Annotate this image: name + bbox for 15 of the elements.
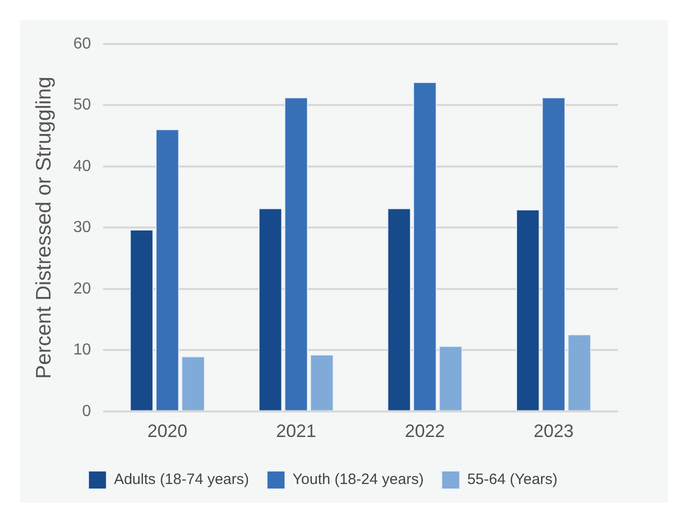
y-tick-label: 30: [73, 219, 92, 236]
x-tick-label: 2020: [147, 421, 188, 442]
legend-label: 55-64 (Years): [467, 471, 558, 488]
legend-label: Adults (18-74 years): [114, 471, 250, 488]
legend-label: Youth (18-24 years): [292, 471, 424, 488]
y-tick-label: 50: [73, 96, 92, 114]
x-tick-label: 2021: [276, 421, 316, 442]
x-tick-label: 2022: [404, 421, 445, 442]
y-tick-label: 0: [82, 402, 92, 420]
y-axis-title: Percent Distressed or Struggling: [32, 76, 56, 379]
y-tick-label: 60: [73, 35, 92, 52]
y-tick-label: 40: [73, 158, 92, 175]
x-tick-label: 2023: [534, 421, 574, 442]
y-tick-label: 10: [73, 342, 92, 359]
y-tick-label: 20: [73, 280, 92, 298]
